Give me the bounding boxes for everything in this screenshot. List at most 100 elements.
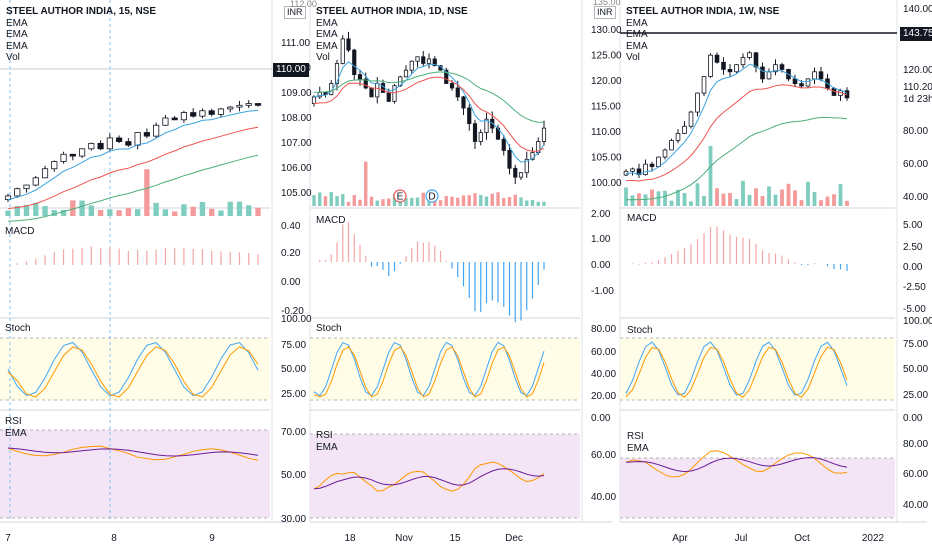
ema-slow-line-1 bbox=[313, 71, 545, 123]
volume-bar-1-11 bbox=[375, 200, 379, 206]
last-price-tag-15m: 110.00 bbox=[273, 63, 309, 77]
volume-bar-2-14 bbox=[715, 188, 719, 206]
volume-bar-0-5 bbox=[51, 210, 57, 216]
ema-fast-line-2 bbox=[625, 63, 848, 175]
candle-body-1-4 bbox=[334, 63, 340, 84]
volume-bar-2-29 bbox=[812, 192, 817, 206]
panel-header-15m: STEEL AUTHOR INDIA, 15, NSE EMA EMA EMA … bbox=[6, 6, 156, 64]
stoch-axis-right-1w-4: 0.00 bbox=[903, 413, 923, 424]
candle-body-2-15 bbox=[721, 61, 726, 70]
event-marker-circle-0 bbox=[393, 189, 407, 203]
volume-bar-0-8 bbox=[79, 200, 85, 216]
volume-bar-1-1 bbox=[318, 192, 322, 206]
ema-mid-line-2 bbox=[625, 84, 848, 182]
candle-body-2-12 bbox=[701, 76, 707, 94]
rsi-axis-label-1d-1: 50.00 bbox=[281, 470, 306, 481]
indicator-ema-1: EMA bbox=[626, 17, 648, 29]
volume-bar-2-28 bbox=[806, 181, 810, 206]
stoch-axis-right-1w-2: 50.00 bbox=[903, 364, 928, 375]
candle-body-2-1 bbox=[630, 168, 635, 172]
candle-body-0-21 bbox=[199, 110, 206, 117]
volume-bar-2-23 bbox=[773, 194, 778, 206]
candle-body-1-8 bbox=[357, 74, 363, 80]
volume-bar-1-24 bbox=[450, 196, 454, 206]
volume-bar-1-16 bbox=[404, 197, 408, 206]
stoch-axis-left-1w-2: 40.00 bbox=[591, 369, 616, 380]
candle-body-0-22 bbox=[208, 110, 215, 115]
indicator-ema-1: EMA bbox=[316, 17, 338, 29]
stoch-label-1d: Stoch bbox=[316, 323, 342, 334]
time-label-1w-1: Jul bbox=[735, 533, 748, 544]
volume-bar-1-25 bbox=[456, 197, 460, 206]
rsi-axis-right-1w-1: 60.00 bbox=[903, 469, 928, 480]
rsi-line-0 bbox=[7, 445, 259, 461]
rsi-axis-left-1w-1: 40.00 bbox=[591, 492, 616, 503]
candle-body-0-19 bbox=[180, 112, 188, 121]
candle-body-2-20 bbox=[753, 52, 759, 68]
candle-body-2-3 bbox=[643, 163, 648, 176]
volume-bar-0-14 bbox=[134, 209, 141, 216]
rsi-axis-label-1d-0: 70.00 bbox=[281, 427, 306, 438]
candle-body-0-24 bbox=[227, 106, 234, 110]
volume-bar-1-22 bbox=[438, 200, 443, 206]
volume-bar-1-18 bbox=[415, 197, 420, 206]
volume-bar-2-12 bbox=[702, 195, 706, 206]
candle-body-1-35 bbox=[513, 167, 518, 178]
volume-bar-2-17 bbox=[734, 199, 739, 206]
price-axis-label-1d-4: 107.00 bbox=[281, 138, 312, 149]
rsi-band-2 bbox=[620, 458, 895, 518]
volume-bar-2-32 bbox=[832, 194, 836, 206]
stoch-axis-right-1w-1: 75.00 bbox=[903, 339, 928, 350]
candle-body-1-33 bbox=[501, 138, 506, 151]
indicator-ema-3: EMA bbox=[6, 40, 28, 52]
volume-bar-0-2 bbox=[23, 204, 30, 216]
volume-bar-2-19 bbox=[747, 194, 752, 206]
candle-body-1-21 bbox=[432, 58, 437, 67]
right-axis-label-1w-2: 1d 23h bbox=[903, 94, 932, 105]
candle-body-1-30 bbox=[484, 118, 489, 133]
candle-body-0-20 bbox=[190, 112, 197, 117]
candle-body-2-22 bbox=[766, 71, 772, 80]
volume-bar-2-15 bbox=[721, 193, 726, 206]
panel-header-1d: STEEL AUTHOR INDIA, 1D, NSE EMA EMA EMA … bbox=[316, 6, 468, 64]
time-label-1d-3: Dec bbox=[505, 533, 523, 544]
indicator-ema-3: EMA bbox=[626, 40, 648, 52]
candle-body-2-8 bbox=[675, 132, 681, 141]
candle-body-0-27 bbox=[254, 103, 262, 106]
candle-body-1-23 bbox=[444, 69, 449, 84]
panel-title-1w: STEEL AUTHOR INDIA, 1W, NSE bbox=[626, 6, 780, 17]
ema-slow-line-0 bbox=[7, 154, 259, 222]
volume-bar-0-3 bbox=[33, 202, 39, 216]
ema-fast-line-1 bbox=[313, 61, 545, 163]
candle-body-1-24 bbox=[449, 83, 455, 89]
candle-body-2-28 bbox=[805, 78, 811, 87]
candle-body-2-21 bbox=[760, 66, 765, 80]
time-label-1w-3: 2022 bbox=[862, 533, 885, 544]
candle-body-0-1 bbox=[14, 188, 21, 197]
volume-bar-0-19 bbox=[181, 204, 187, 216]
price-top-cut-1d: 112.00 bbox=[290, 0, 317, 9]
volume-bar-0-21 bbox=[199, 201, 206, 216]
candle-body-1-19 bbox=[421, 56, 426, 64]
resistance-price-tag-1w: 143.75 bbox=[900, 27, 932, 41]
candle-body-2-4 bbox=[649, 163, 655, 167]
rsi-ema-label-1d: EMA bbox=[316, 442, 338, 453]
volume-bar-2-5 bbox=[656, 191, 661, 206]
indicator-vol: Vol bbox=[316, 52, 330, 63]
rsi-ema-line-0 bbox=[7, 447, 259, 457]
candle-body-1-25 bbox=[455, 87, 460, 98]
volume-bar-1-12 bbox=[381, 199, 385, 206]
volume-bar-1-19 bbox=[421, 192, 425, 206]
macd-axis-left-1w-3: -1.00 bbox=[591, 286, 614, 297]
volume-bar-2-30 bbox=[819, 200, 823, 206]
right-axis-label-1w-4: 60.00 bbox=[903, 159, 928, 170]
candle-body-2-17 bbox=[734, 64, 739, 73]
candle-body-2-9 bbox=[682, 125, 687, 134]
volume-bar-1-2 bbox=[323, 196, 328, 206]
rsi-axis-right-1w-2: 40.00 bbox=[903, 500, 928, 511]
candle-body-2-18 bbox=[740, 57, 746, 66]
volume-bar-0-22 bbox=[209, 208, 215, 216]
volume-bar-2-20 bbox=[754, 188, 758, 206]
volume-bar-2-34 bbox=[845, 200, 849, 206]
